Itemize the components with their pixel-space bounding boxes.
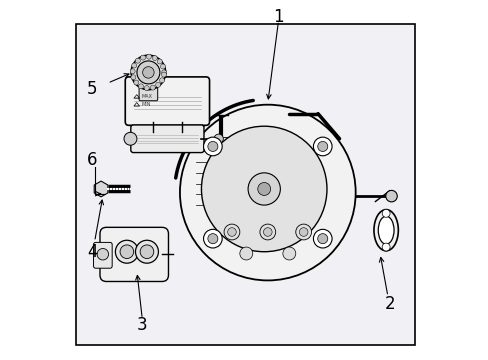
FancyBboxPatch shape: [191, 134, 236, 219]
Circle shape: [120, 245, 133, 258]
Circle shape: [140, 245, 153, 258]
Circle shape: [137, 61, 160, 84]
Text: 2: 2: [384, 295, 394, 313]
Circle shape: [263, 228, 271, 236]
Circle shape: [152, 55, 157, 60]
Circle shape: [130, 69, 135, 74]
Ellipse shape: [373, 210, 398, 251]
Circle shape: [131, 55, 165, 90]
Text: 5: 5: [87, 80, 97, 98]
FancyBboxPatch shape: [93, 242, 112, 268]
Circle shape: [124, 132, 137, 145]
Circle shape: [135, 58, 140, 63]
Text: 4: 4: [87, 243, 97, 261]
Circle shape: [203, 229, 222, 248]
Circle shape: [207, 141, 218, 152]
Circle shape: [146, 54, 151, 59]
Circle shape: [257, 183, 270, 195]
FancyBboxPatch shape: [100, 227, 168, 282]
Circle shape: [385, 190, 396, 202]
Circle shape: [203, 137, 222, 156]
Circle shape: [224, 224, 239, 240]
Ellipse shape: [378, 216, 393, 244]
Circle shape: [142, 67, 154, 78]
Polygon shape: [94, 181, 108, 197]
Text: 6: 6: [87, 151, 97, 169]
Circle shape: [313, 229, 331, 248]
Text: 1: 1: [273, 8, 284, 26]
Circle shape: [260, 224, 275, 240]
Circle shape: [131, 63, 137, 68]
Circle shape: [160, 64, 165, 69]
Circle shape: [162, 70, 166, 75]
Circle shape: [161, 72, 166, 77]
Circle shape: [201, 126, 326, 252]
Circle shape: [138, 84, 143, 89]
FancyBboxPatch shape: [131, 125, 203, 153]
Text: MIN: MIN: [141, 102, 150, 107]
Circle shape: [313, 137, 331, 156]
Circle shape: [295, 224, 311, 240]
Circle shape: [150, 85, 155, 90]
Circle shape: [140, 55, 145, 60]
Circle shape: [239, 247, 252, 260]
Circle shape: [115, 240, 138, 263]
Circle shape: [317, 141, 327, 152]
Circle shape: [155, 82, 160, 87]
Bar: [76, 24, 414, 345]
Circle shape: [97, 248, 108, 260]
Circle shape: [159, 78, 164, 83]
Text: 3: 3: [137, 316, 147, 334]
Circle shape: [299, 228, 307, 236]
Circle shape: [207, 234, 218, 244]
Text: MAX: MAX: [141, 94, 152, 99]
Circle shape: [317, 234, 327, 244]
Circle shape: [282, 247, 295, 260]
FancyBboxPatch shape: [125, 77, 209, 125]
Circle shape: [382, 243, 389, 251]
Circle shape: [227, 228, 236, 236]
Circle shape: [157, 59, 162, 64]
Circle shape: [135, 240, 158, 263]
FancyBboxPatch shape: [139, 87, 158, 101]
Circle shape: [180, 105, 355, 280]
Circle shape: [382, 210, 389, 217]
Circle shape: [134, 80, 139, 85]
Circle shape: [214, 134, 223, 143]
Circle shape: [131, 75, 136, 80]
Circle shape: [144, 86, 149, 91]
Circle shape: [247, 173, 280, 205]
